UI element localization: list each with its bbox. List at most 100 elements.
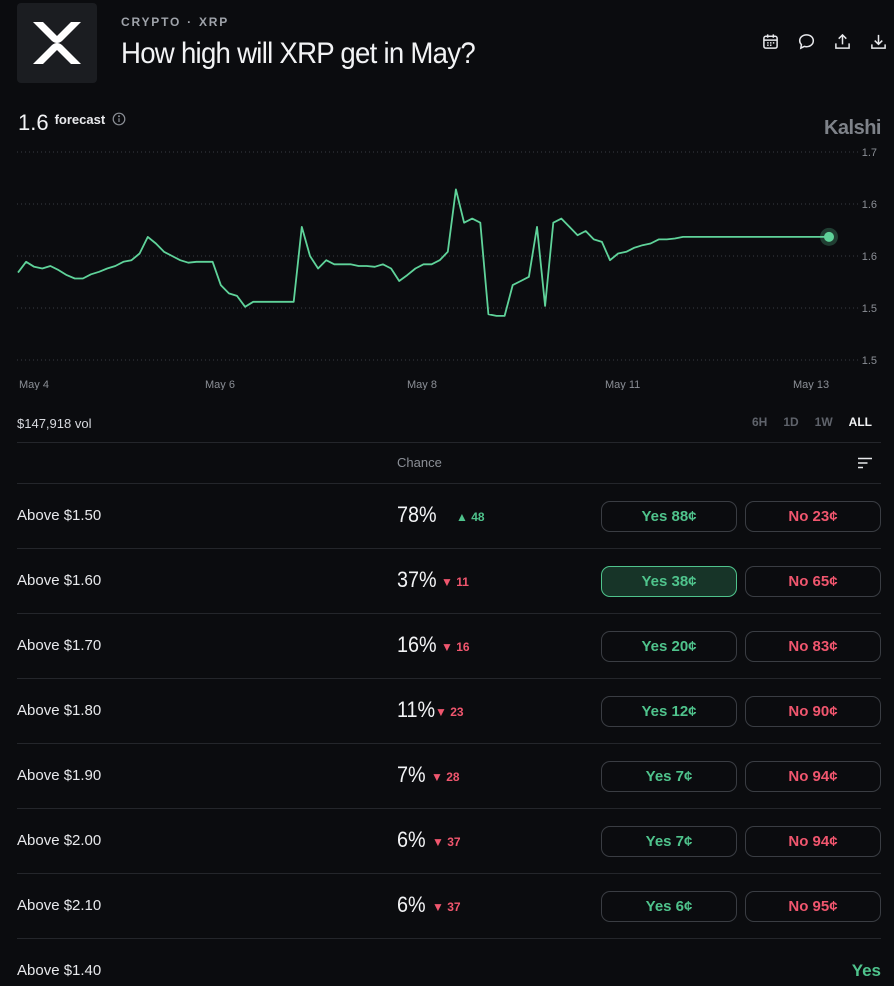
chance-change: ▼ 11 [441, 575, 469, 589]
brand-logo: Kalshi [823, 117, 882, 139]
series-line [17, 188, 829, 317]
market-row[interactable]: Above $1.50 78% ▲ 48 Yes 88¢ No 23¢ [17, 484, 881, 549]
chance-change-value: 28 [446, 770, 460, 784]
chance-change: ▲ 48 [456, 510, 485, 524]
chance-change: ▼ 16 [441, 640, 470, 654]
buy-no-button[interactable]: No 94¢ [745, 761, 881, 792]
xrp-logo-icon [17, 3, 97, 83]
chart-footer: $147,918 vol 6H 1D 1W ALL [17, 415, 877, 433]
y-tick-label: 1.5 [862, 303, 877, 315]
market-chance: 7% [397, 762, 426, 787]
x-tick-label: May 4 [19, 379, 49, 390]
buy-yes-button[interactable]: Yes 7¢ [601, 761, 737, 792]
buy-no-button[interactable]: No 83¢ [745, 631, 881, 662]
chance-change-value: 48 [471, 510, 485, 524]
range-all[interactable]: ALL [848, 415, 872, 429]
breadcrumb-category[interactable]: CRYPTO [121, 15, 182, 29]
market-row[interactable]: Above $2.10 6% ▼ 37 Yes 6¢ No 95¢ [17, 874, 881, 939]
market-name: Above $1.90 [17, 767, 102, 784]
divider [17, 938, 881, 939]
buy-no-button[interactable]: No 23¢ [745, 501, 881, 532]
buy-no-button[interactable]: No 94¢ [745, 826, 881, 857]
chance-change: ▼ 28 [431, 770, 460, 784]
market-chance: 11% [397, 697, 436, 722]
divider [17, 613, 881, 614]
header-actions [762, 33, 887, 50]
sort-icon[interactable] [857, 457, 873, 469]
comment-icon[interactable] [798, 33, 815, 50]
buy-yes-button[interactable]: Yes 7¢ [601, 826, 737, 857]
price-chart[interactable]: 1.7 1.6 1.6 1.5 1.5 May 4 May 6 May 8 May 11 May … [0, 140, 894, 390]
current-point [824, 231, 834, 242]
market-chance: 37% [397, 567, 437, 592]
y-tick-label: 1.6 [862, 251, 877, 263]
buy-yes-button[interactable]: Yes 20¢ [601, 631, 737, 662]
buy-yes-button[interactable]: Yes 12¢ [601, 696, 737, 727]
divider [17, 678, 881, 679]
range-6h[interactable]: 6H [751, 415, 768, 429]
market-name: Above $2.10 [17, 897, 102, 914]
market-row-settled[interactable]: Above $1.40 Yes [17, 939, 881, 986]
chance-change: ▼ 37 [432, 900, 461, 914]
x-tick-label: May 8 [407, 379, 437, 390]
market-row[interactable]: Above $1.80 11% ▼ 23 Yes 12¢ No 90¢ [17, 679, 881, 744]
x-tick-label: May 6 [205, 379, 235, 390]
range-1d[interactable]: 1D [783, 415, 799, 429]
market-name: Above $2.00 [17, 832, 102, 849]
chance-column-header: Chance [397, 455, 442, 470]
time-range-selector: 6H 1D 1W ALL [752, 415, 872, 429]
settled-result: Yes [851, 961, 881, 980]
divider [17, 873, 881, 874]
market-header: CRYPTO · XRP How high will XRP get in May? [17, 3, 887, 83]
buy-no-button[interactable]: No 65¢ [745, 566, 881, 597]
share-icon[interactable] [834, 33, 851, 50]
chance-change: ▼ 23 [435, 705, 464, 719]
buy-no-button[interactable]: No 95¢ [745, 891, 881, 922]
divider [17, 548, 881, 549]
market-name: Above $1.50 [17, 507, 102, 524]
market-row[interactable]: Above $1.90 7% ▼ 28 Yes 7¢ No 94¢ [17, 744, 881, 809]
buy-no-button[interactable]: No 90¢ [745, 696, 881, 727]
market-chance: 78% [397, 502, 437, 527]
page-title: How high will XRP get in May? [121, 37, 476, 70]
market-name: Above $1.40 [17, 962, 102, 979]
divider [17, 743, 881, 744]
y-tick-label: 1.5 [862, 355, 877, 367]
market-name: Above $1.80 [17, 702, 102, 719]
y-tick-label: 1.6 [862, 199, 877, 211]
market-chance: 6% [397, 892, 426, 917]
y-tick-label: 1.7 [862, 147, 877, 159]
x-tick-label: May 13 [793, 379, 829, 390]
market-row[interactable]: Above $2.00 6% ▼ 37 Yes 7¢ No 94¢ [17, 809, 881, 874]
market-name: Above $1.70 [17, 637, 102, 654]
chance-change-value: 11 [456, 575, 469, 589]
chance-change-value: 37 [447, 900, 461, 914]
divider [17, 442, 881, 443]
breadcrumb-separator: · [187, 15, 193, 29]
chance-change-value: 37 [447, 835, 461, 849]
market-row[interactable]: Above $1.70 16% ▼ 16 Yes 20¢ No 83¢ [17, 614, 881, 679]
forecast-summary: 1.6 forecast [18, 110, 126, 136]
buy-yes-button[interactable]: Yes 6¢ [601, 891, 737, 922]
buy-yes-button[interactable]: Yes 88¢ [601, 501, 737, 532]
chance-change: ▼ 37 [432, 835, 461, 849]
range-1w[interactable]: 1W [814, 415, 833, 429]
info-icon[interactable] [112, 112, 126, 126]
chance-change-value: 23 [450, 705, 464, 719]
forecast-label: forecast [54, 112, 106, 127]
chance-change-value: 16 [456, 640, 470, 654]
buy-yes-button[interactable]: Yes 38¢ [601, 566, 737, 597]
divider [17, 808, 881, 809]
market-chance: 16% [397, 632, 437, 657]
download-icon[interactable] [870, 33, 887, 50]
x-tick-label: May 11 [605, 379, 640, 390]
market-name: Above $1.60 [17, 572, 102, 589]
market-row[interactable]: Above $1.60 37% ▼ 11 Yes 38¢ No 65¢ [17, 549, 881, 614]
market-chance: 6% [397, 827, 426, 852]
forecast-value: 1.6 [18, 110, 49, 135]
divider [17, 483, 881, 484]
breadcrumb: CRYPTO · XRP [121, 15, 229, 29]
calendar-icon[interactable] [762, 33, 779, 50]
volume-label: $147,918 vol [17, 416, 92, 431]
breadcrumb-asset[interactable]: XRP [198, 15, 230, 29]
